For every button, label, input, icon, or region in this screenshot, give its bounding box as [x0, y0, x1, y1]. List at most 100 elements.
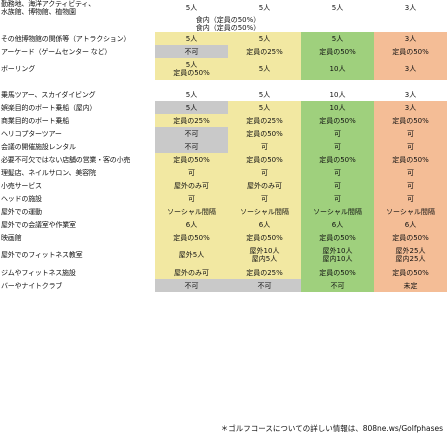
table-row: 会議の開催施設レンタル 不可 可 可 可 — [0, 140, 447, 153]
phase-3-cell: 10人 — [301, 58, 374, 80]
phase-2-cell: 可 — [228, 166, 301, 179]
cell-value: 可 — [188, 168, 195, 177]
cell-value: 屋外10人 — [249, 247, 280, 255]
cell-value: 定員の50% — [246, 155, 283, 164]
phase-4-cell: 可 — [374, 127, 447, 140]
cell-value: 定員の50% — [319, 47, 356, 56]
cell-value: 不可 — [330, 281, 345, 290]
activity-label-line: 理髪店、ネイルサロン、美容院 — [1, 168, 96, 177]
cell-value: 定員の25% — [173, 116, 210, 125]
activity-label-line: ヘッドの施設 — [1, 194, 42, 203]
phase-1-cell: 不可 — [155, 279, 228, 292]
phase-2-cell: 5人 — [228, 58, 301, 80]
activity-label-line: ボーリング — [1, 65, 35, 73]
phase-1-cell: 5人 — [155, 88, 228, 101]
activity-label: 屋外での会議室や作業室 — [0, 218, 155, 231]
phase-2-cell: 6人 — [228, 218, 301, 231]
table-row: 映画館 定員の50% 定員の50% 定員の50% 定員の50% — [0, 231, 447, 244]
activity-label-line: 乗馬ツアー、スカイダイビング — [1, 90, 96, 99]
cell-value: 可 — [261, 168, 268, 177]
reopening-phase-table-area: 勤務地、海洋アクティビティ、 水族館、博物館、植物園 5人 5人 5人 3人 食内（定員の5… — [0, 0, 447, 292]
cell-value: 定員の50% — [246, 233, 283, 242]
phase-2-cell: 屋外のみ可 — [228, 179, 301, 192]
activity-label-line: 会議の開催施設レンタル — [1, 142, 76, 151]
phase-3-cell: 定員の50% — [301, 266, 374, 279]
phase-4-cell: 3人 — [374, 32, 447, 45]
cell-value: 定員の25% — [246, 116, 283, 125]
phase-1-cell: 不可 — [155, 140, 228, 153]
table-row: 必要不可欠ではない店舗の営業・客の小売 定員の50% 定員の50% 定員の50% 定員の… — [0, 153, 447, 166]
activity-label-line: 必要不可欠ではない店舗の営業・客の小売 — [1, 155, 131, 164]
phase-1-cell: 定員の50% — [155, 231, 228, 244]
cell-value: 不可 — [184, 47, 199, 56]
activity-label: 勤務地、海洋アクティビティ、 水族館、博物館、植物園 — [0, 0, 155, 16]
cell-value: 可 — [261, 142, 268, 151]
activity-label: その他博物館の関係等（アトラクション） — [0, 32, 155, 45]
phase-4-cell: 可 — [374, 179, 447, 192]
table-row: 屋外での会議室や作業室 6人 6人 6人 6人 — [0, 218, 447, 231]
phase-3-cell: 5人 — [301, 0, 374, 16]
cell-value: 屋外25人 — [395, 247, 426, 255]
table-row: 屋外でのフィットネス教室 屋外5人 屋外10人 屋内5人 屋外10人 屋内10人 屋外25人… — [0, 244, 447, 266]
phase-4-cell: 未定 — [374, 279, 447, 292]
activity-label-line: ヘリコプターツアー — [1, 129, 62, 138]
activity-label: 会議の開催施設レンタル — [0, 140, 155, 153]
cell-value: 可 — [407, 194, 414, 203]
phase-3-cell: 可 — [301, 179, 374, 192]
cell-value: 可 — [407, 181, 414, 190]
phase-4-cell: 3人 — [374, 0, 447, 16]
activity-label: 映画館 — [0, 231, 155, 244]
phase-2-cell: 5人 — [228, 0, 301, 16]
phase-1-cell: 定員の25% — [155, 114, 228, 127]
cell-value: 5人 — [185, 90, 198, 99]
phase-1-cell: 5人 — [155, 32, 228, 45]
cell-value: 屋外のみ可 — [247, 181, 282, 190]
phase-2-cell: 5人 — [228, 101, 301, 114]
phase-4-cell: 3人 — [374, 58, 447, 80]
activity-label: 理髪店、ネイルサロン、美容院 — [0, 166, 155, 179]
table-row: ヘリコプターツアー 不可 定員の50% 可 可 — [0, 127, 447, 140]
cell-value: 定員の50% — [319, 155, 356, 164]
activity-label: 小売サービス — [0, 179, 155, 192]
phase-1-cell: 5人 — [155, 101, 228, 114]
cell-value: ソーシャル間隔 — [167, 207, 216, 216]
phase-2-cell: 不可 — [228, 279, 301, 292]
phase-4-cell: ソーシャル間隔 — [374, 205, 447, 218]
phase-3-cell: 可 — [301, 192, 374, 205]
phase-2-cell: 定員の50% — [228, 153, 301, 166]
phase-1-cell: 不可 — [155, 45, 228, 58]
activity-label-line: 映画館 — [1, 233, 22, 242]
phase-2-cell: ソーシャル間隔 — [228, 205, 301, 218]
cell-value: 不可 — [184, 281, 199, 290]
cell-value: 可 — [261, 194, 268, 203]
phase-1-cell: 不可 — [155, 127, 228, 140]
activity-label: ヘリコプターツアー — [0, 127, 155, 140]
cell-value: 不可 — [184, 142, 199, 151]
cell-value: 定員の50% — [246, 129, 283, 138]
table-row: 食内（定員の50%） 食内（定員の50%） — [0, 16, 447, 32]
phase-2-cell: 定員の25% — [228, 114, 301, 127]
phase-1-cell: 屋外5人 — [155, 244, 228, 266]
phase-4-cell: 定員の50% — [374, 153, 447, 166]
phase-1-cell: 可 — [155, 166, 228, 179]
cell-value: 5人 — [185, 61, 198, 69]
phase-2-cell: 定員の25% — [228, 266, 301, 279]
phase-2-cell: 定員の50% — [228, 231, 301, 244]
phase-4-cell: 屋外25人 屋内25人 — [374, 244, 447, 266]
cell-value: 3人 — [404, 90, 417, 99]
cell-value: 屋内10人 — [322, 255, 353, 263]
table-row: 勤務地、海洋アクティビティ、 水族館、博物館、植物園 5人 5人 5人 3人 — [0, 0, 447, 16]
activity-label: 屋外での運動 — [0, 205, 155, 218]
cell-value: 定員の50% — [319, 268, 356, 277]
cell-value: 屋外のみ可 — [174, 268, 209, 277]
cell-value: ソーシャル間隔 — [240, 207, 289, 216]
activity-label: 商業目的のボート乗船 — [0, 114, 155, 127]
cell-value: 食内（定員の50%） — [195, 24, 261, 32]
phase-4-cell — [374, 80, 447, 88]
activity-label-line: 水族館、博物館、植物園 — [1, 8, 76, 16]
phase-2-cell: 可 — [228, 140, 301, 153]
cell-value: 6人 — [258, 220, 271, 229]
phase-1-cell: 屋外のみ可 — [155, 266, 228, 279]
activity-label: ジムやフィットネス施設 — [0, 266, 155, 279]
cell-value: 5人 — [185, 34, 198, 43]
